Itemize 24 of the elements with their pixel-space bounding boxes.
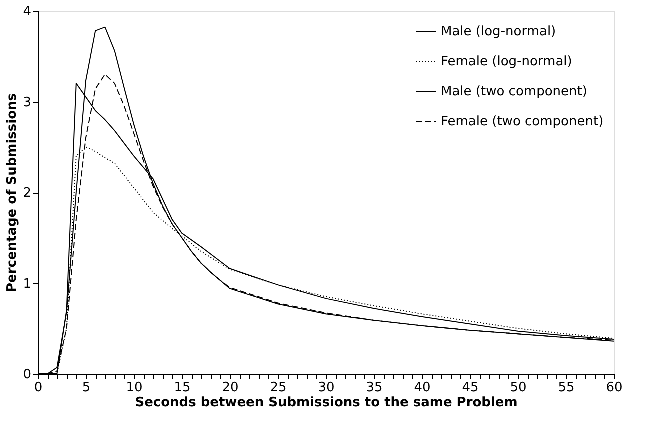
x-axis-title: Seconds between Submissions to the same Problem <box>135 396 518 410</box>
y-tick-label: 1 <box>23 276 32 292</box>
x-tick-label: 40 <box>414 380 431 396</box>
x-tick-label: 5 <box>82 380 91 396</box>
x-tick-label: 15 <box>174 380 191 396</box>
x-tick-label: 20 <box>222 380 239 396</box>
y-tick-label: 4 <box>23 4 32 20</box>
x-tick-label: 0 <box>34 380 43 396</box>
y-axis-title: Percentage of Submissions <box>5 93 20 293</box>
y-tick-label: 3 <box>23 95 32 110</box>
x-tick-label: 25 <box>270 380 287 396</box>
x-tick-label: 30 <box>318 380 335 396</box>
x-tick-label: 35 <box>366 380 383 396</box>
legend-label: Female (log-normal) <box>441 54 572 70</box>
y-tick-label: 2 <box>23 186 32 201</box>
legend-label: Male (log-normal) <box>441 24 556 40</box>
y-tick-label: 0 <box>23 368 32 382</box>
x-tick-label: 55 <box>558 380 575 396</box>
x-tick-label: 45 <box>462 380 479 396</box>
x-tick-label: 10 <box>126 380 143 396</box>
legend-label: Female (two component) <box>441 114 604 130</box>
legend-label: Male (two component) <box>441 84 588 100</box>
x-tick-label: 60 <box>606 380 623 396</box>
x-tick-label: 50 <box>510 380 527 396</box>
